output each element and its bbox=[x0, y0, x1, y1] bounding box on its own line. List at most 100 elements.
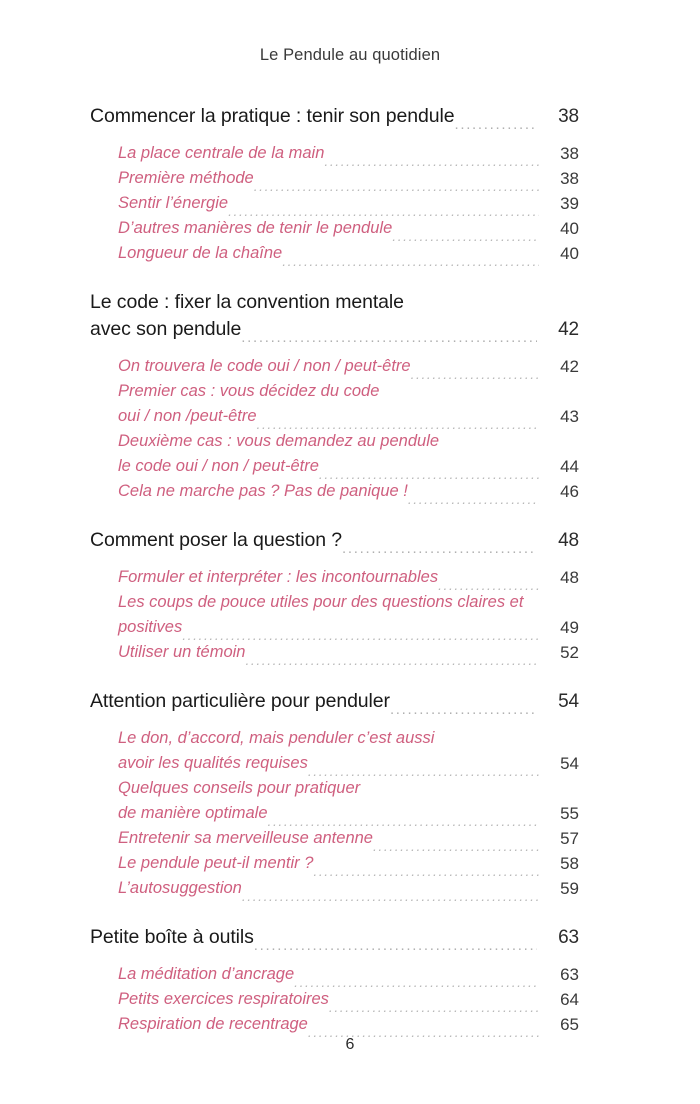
toc-sub-entry-label: Longueur de la chaîne bbox=[118, 244, 283, 262]
toc-sub-entry-label: Respiration de recentrage bbox=[118, 1015, 308, 1033]
toc-chapter-entry-page-number: 63 bbox=[558, 927, 579, 948]
toc-section: Petite boîte à outils63 La méditation d’a… bbox=[90, 924, 579, 1037]
leader-dots bbox=[438, 574, 539, 590]
toc-sub-entry[interactable]: Entretenir sa merveilleuse antenne 57 bbox=[118, 826, 579, 851]
toc-sub-entry-page-number: 46 bbox=[560, 482, 579, 501]
toc-sub-entry-text-line: Le don, d’accord, mais penduler c’est au… bbox=[118, 729, 435, 747]
toc-sub-entry[interactable]: oui / non /peut-être 43 bbox=[118, 404, 579, 429]
toc-sub-entry-page-number: 55 bbox=[560, 804, 579, 823]
toc-sub-entry-page-number: 58 bbox=[560, 854, 579, 873]
toc-chapter-entry[interactable]: Attention particulière pour penduler 54 bbox=[90, 688, 579, 715]
leader-dots bbox=[313, 860, 539, 876]
toc-sub-entry-page-number: 49 bbox=[560, 618, 579, 637]
toc-chapter-entry-label: avec son pendule bbox=[90, 318, 242, 340]
toc-sub-entry-text-line: Deuxième cas : vous demandez au pendule bbox=[118, 432, 440, 450]
toc-sub-entry-label: positives bbox=[118, 618, 183, 636]
toc-sub-entry[interactable]: avoir les qualités requises 54 bbox=[118, 751, 579, 776]
leader-dots bbox=[282, 250, 539, 266]
toc-sub-entry[interactable]: Sentir l’énergie 39 bbox=[118, 191, 579, 216]
toc-sub-entry-label: le code oui / non / peut-être bbox=[118, 457, 319, 475]
toc-sub-entry-text-line: Quelques conseils pour pratiquer bbox=[118, 779, 361, 797]
toc-sub-entry[interactable]: D’autres manières de tenir le pendule 40 bbox=[118, 216, 579, 241]
toc-chapter-entry[interactable]: Petite boîte à outils 63 bbox=[90, 924, 579, 951]
toc-sub-entry-page-number: 54 bbox=[560, 754, 579, 773]
toc-sub-entry-label: Cela ne marche pas ? Pas de panique ! bbox=[118, 482, 408, 500]
toc-chapter-entry-label: Attention particulière pour penduler bbox=[90, 690, 390, 712]
toc-chapter-entry-page-number: 42 bbox=[558, 319, 579, 340]
toc-sub-entry-page-number: 63 bbox=[560, 965, 579, 984]
toc-sub-entry-label: La place centrale de la main bbox=[118, 144, 325, 162]
running-header: Le Pendule au quotidien bbox=[259, 46, 441, 64]
leader-dots bbox=[390, 696, 537, 715]
toc-sub-entry[interactable]: Cela ne marche pas ? Pas de panique ! 46 bbox=[118, 479, 579, 504]
leader-dots bbox=[408, 488, 539, 504]
toc-section: Le code : fixer la convention mentale ave… bbox=[90, 289, 579, 504]
toc-sub-entry-label: L’autosuggestion bbox=[118, 879, 242, 897]
toc-sub-entry-text-line: Premier cas : vous décidez du code bbox=[118, 382, 380, 400]
leader-dots bbox=[228, 200, 539, 216]
toc-sub-entry-label: Première méthode bbox=[118, 169, 254, 187]
toc-sub-entry[interactable]: On trouvera le code oui / non / peut-êtr… bbox=[118, 354, 579, 379]
leader-dots bbox=[373, 835, 539, 851]
toc-chapter-entry[interactable]: Commencer la pratique : tenir son pendul… bbox=[90, 103, 579, 130]
leader-dots bbox=[241, 324, 537, 343]
leader-dots bbox=[254, 175, 539, 191]
toc-chapter-entry-page-number: 38 bbox=[558, 106, 579, 127]
toc-chapter-entry-label: Comment poser la question ? bbox=[90, 529, 343, 551]
toc-chapter-entry-page-number: 54 bbox=[558, 691, 579, 712]
toc-section: Comment poser la question ? 48 Formuler et… bbox=[90, 527, 579, 665]
toc-sub-entry-page-number: 40 bbox=[560, 219, 579, 238]
toc-sub-entry[interactable]: positives 49 bbox=[118, 615, 579, 640]
leader-dots bbox=[454, 111, 537, 130]
toc-sub-entry[interactable]: de manière optimale 55 bbox=[118, 801, 579, 826]
toc-section: Commencer la pratique : tenir son pendul… bbox=[90, 103, 579, 266]
leader-dots bbox=[182, 624, 539, 640]
leader-dots bbox=[268, 810, 540, 826]
toc-sub-entry[interactable]: La place centrale de la main 38 bbox=[118, 141, 579, 166]
toc-sub-entry[interactable]: Longueur de la chaîne 40 bbox=[118, 241, 579, 266]
toc-chapter-entry-label: Commencer la pratique : tenir son pendul… bbox=[90, 105, 455, 127]
toc-sub-entry-label: D’autres manières de tenir le pendule bbox=[118, 219, 393, 237]
toc-chapter-entry[interactable]: avec son pendule 42 bbox=[90, 316, 579, 343]
toc-sub-entry-label: La méditation d’ancrage bbox=[118, 965, 295, 983]
toc-sub-entry-page-number: 64 bbox=[560, 990, 579, 1009]
toc-sub-entry-label: Entretenir sa merveilleuse antenne bbox=[118, 829, 373, 847]
toc-sub-entry-page-number: 48 bbox=[560, 568, 579, 587]
toc-chapter-entry-text-line: Le code : fixer la convention mentale bbox=[90, 291, 404, 313]
toc-sub-entry-label: de manière optimale bbox=[118, 804, 268, 822]
toc-chapter-entry[interactable]: Comment poser la question ? 48 bbox=[90, 527, 579, 554]
toc-sub-entry[interactable]: Respiration de recentrage 65 bbox=[118, 1012, 579, 1037]
page-number-folio: 6 bbox=[345, 1036, 355, 1053]
toc-sub-entry[interactable]: Première méthode 38 bbox=[118, 166, 579, 191]
leader-dots bbox=[294, 971, 539, 987]
toc-sub-entry-page-number: 52 bbox=[560, 643, 579, 662]
toc-sub-entry-label: avoir les qualités requises bbox=[118, 754, 308, 772]
toc-sub-entry-label: Utiliser un témoin bbox=[118, 643, 246, 661]
toc-sub-entry-label: Le pendule peut-il mentir ? bbox=[118, 854, 314, 872]
toc-sub-entry[interactable]: La méditation d’ancrage 63 bbox=[118, 962, 579, 987]
toc-sub-entry-page-number: 38 bbox=[560, 169, 579, 188]
toc-sub-entry-label: Formuler et interpréter : les incontourn… bbox=[118, 568, 439, 586]
toc-sub-entry-label: On trouvera le code oui / non / peut-êtr… bbox=[118, 357, 411, 375]
table-of-contents: Commencer la pratique : tenir son pendul… bbox=[90, 103, 579, 1037]
leader-dots bbox=[257, 413, 539, 429]
toc-sub-entry[interactable]: Petits exercices respiratoires 64 bbox=[118, 987, 579, 1012]
toc-chapter-entry-page-number: 48 bbox=[558, 530, 579, 551]
leader-dots bbox=[329, 996, 539, 1012]
toc-sub-entry-text-line: Les coups de pouce utiles pour des quest… bbox=[118, 593, 524, 611]
leader-dots bbox=[242, 885, 539, 901]
leader-dots bbox=[319, 463, 539, 479]
toc-sub-entry-page-number: 43 bbox=[560, 407, 579, 426]
toc-sub-entry-page-number: 59 bbox=[560, 879, 579, 898]
toc-sub-entry[interactable]: le code oui / non / peut-être 44 bbox=[118, 454, 579, 479]
toc-sub-entry-page-number: 38 bbox=[560, 144, 579, 163]
toc-sub-entry-page-number: 44 bbox=[560, 457, 579, 476]
toc-sub-entry[interactable]: L’autosuggestion 59 bbox=[118, 876, 579, 901]
toc-sub-entry[interactable]: Formuler et interpréter : les incontourn… bbox=[118, 565, 579, 590]
toc-sub-entry[interactable]: Utiliser un témoin 52 bbox=[118, 640, 579, 665]
leader-dots bbox=[308, 1021, 539, 1037]
toc-sub-entry-page-number: 39 bbox=[560, 194, 579, 213]
toc-sub-entry[interactable]: Le pendule peut-il mentir ? 58 bbox=[118, 851, 579, 876]
toc-sub-entry-page-number: 40 bbox=[560, 244, 579, 263]
